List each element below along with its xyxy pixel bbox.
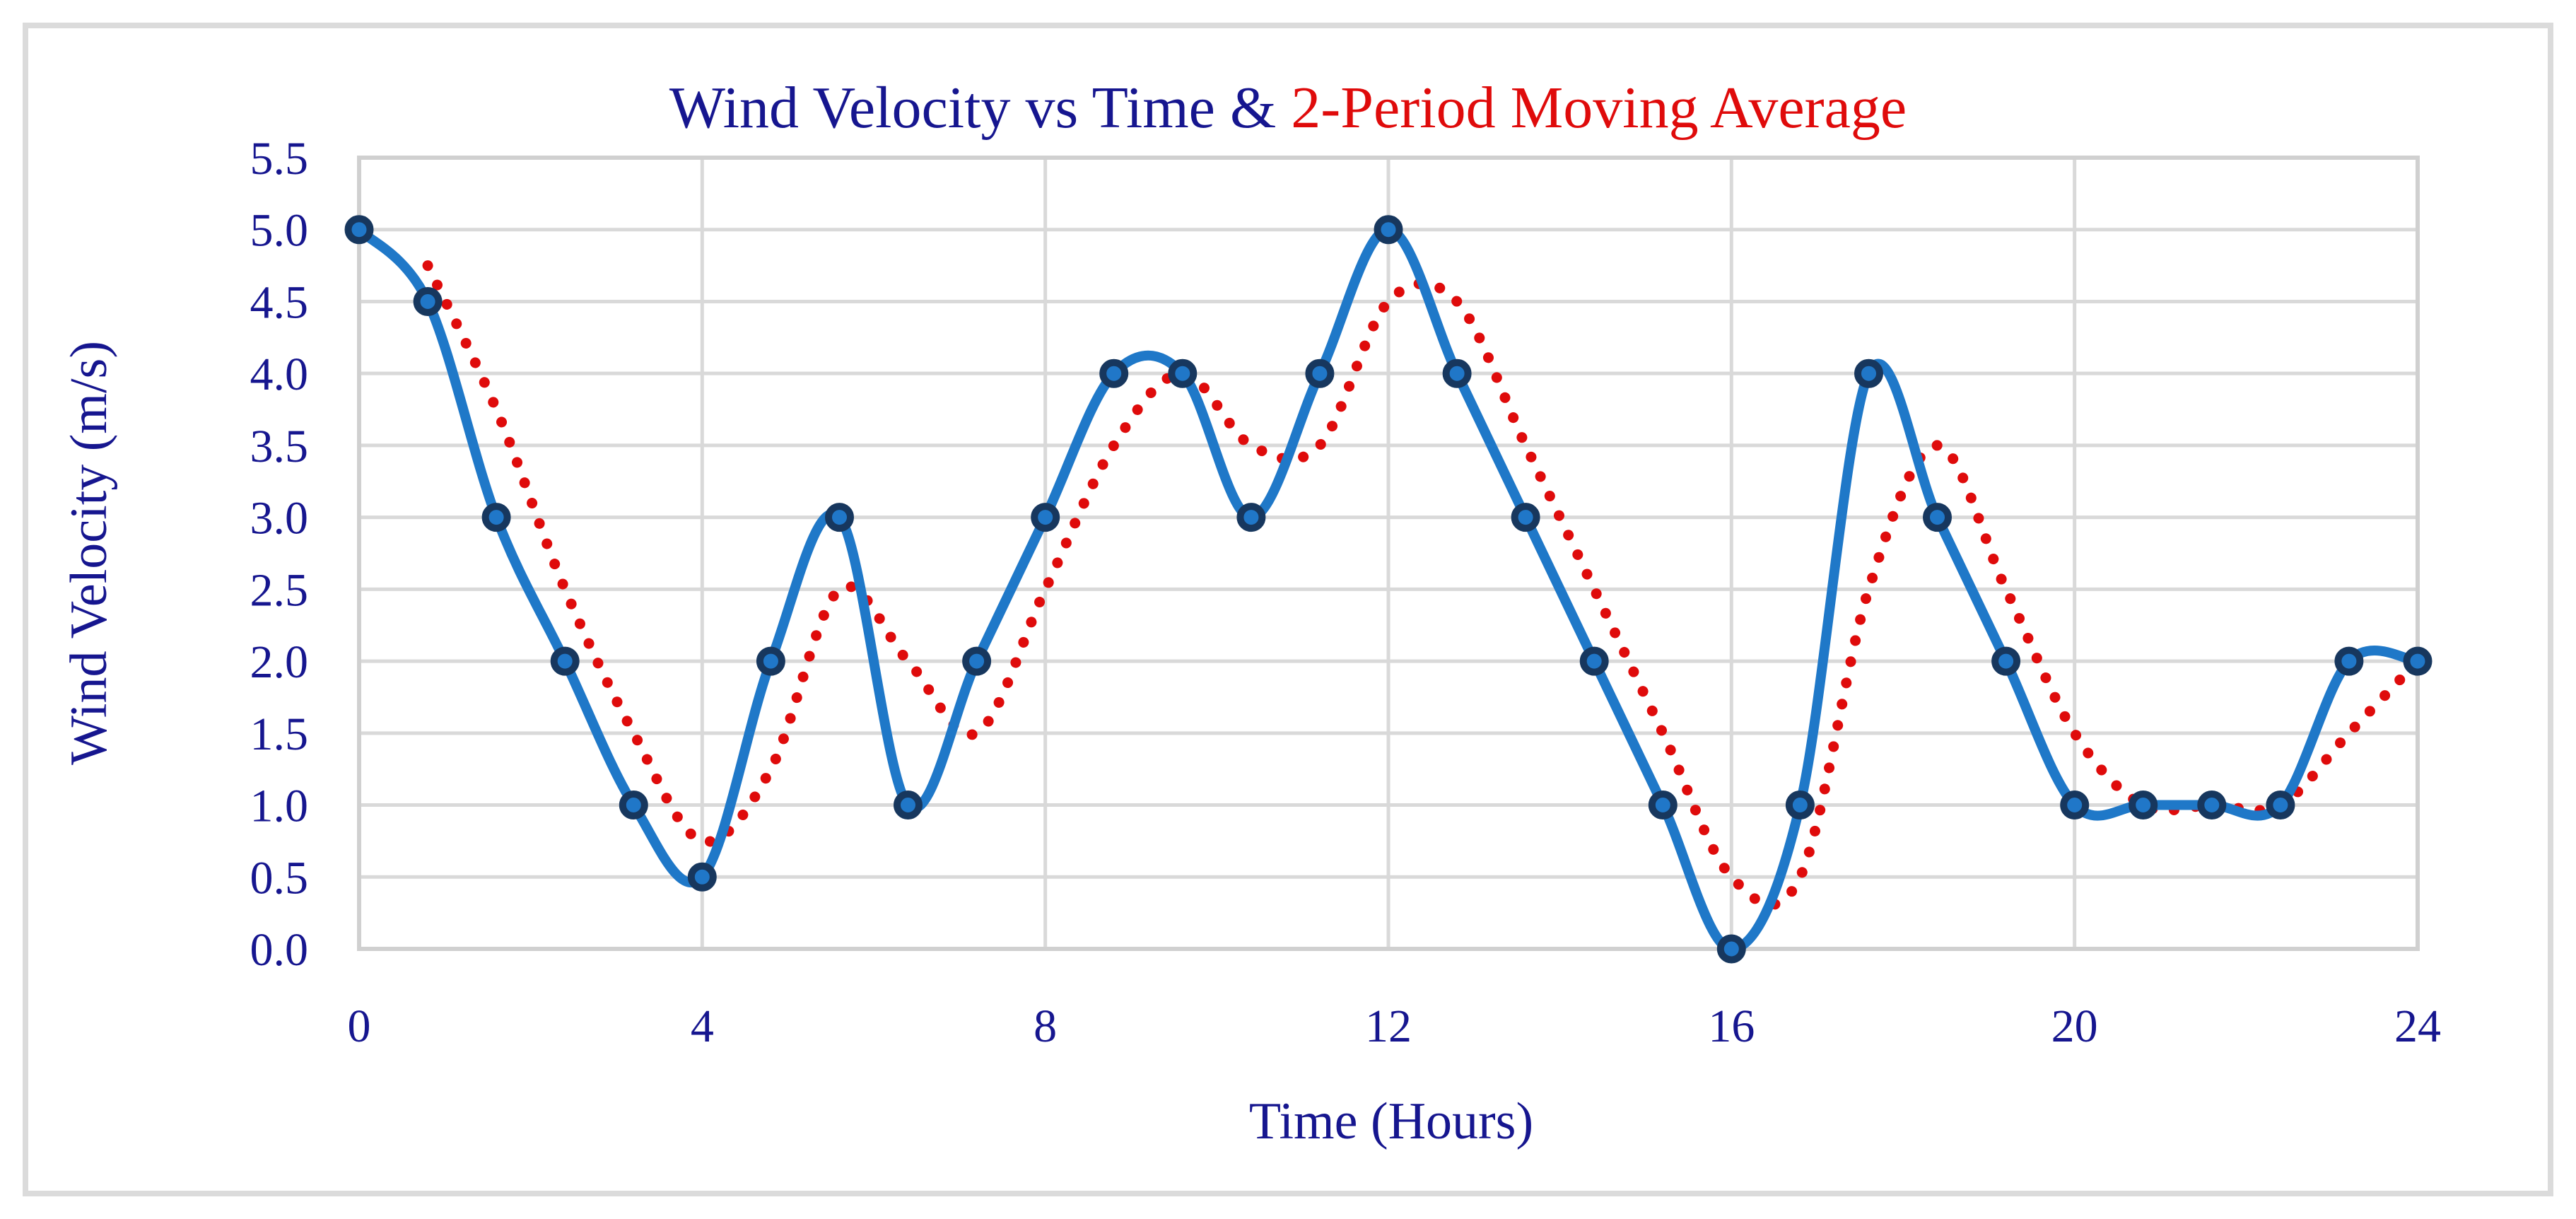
- data-point-marker: [1923, 503, 1952, 532]
- chart-title-secondary: 2-Period Moving Average: [1291, 75, 1907, 141]
- chart-title-primary: Wind Velocity vs Time &: [669, 75, 1292, 141]
- y-tick-label: 2.5: [250, 564, 309, 616]
- data-point-marker: [1854, 358, 1883, 388]
- gridlines: [357, 156, 2420, 951]
- x-tick-label: 16: [1708, 1001, 1755, 1052]
- y-tick-label: 2.0: [250, 636, 309, 688]
- data-point-marker: [2403, 646, 2432, 676]
- data-point-marker: [2266, 791, 2295, 820]
- x-tick-label: 20: [2051, 1001, 2098, 1052]
- x-tick-label: 4: [691, 1001, 714, 1052]
- data-point-marker: [413, 287, 443, 316]
- data-point-marker: [1716, 934, 1746, 964]
- data-point-marker: [962, 646, 992, 676]
- data-point-marker: [1031, 503, 1060, 532]
- data-point-marker: [1442, 358, 1472, 388]
- y-tick-label: 4.0: [250, 349, 309, 400]
- y-tick-label: 3.5: [250, 421, 309, 472]
- wind-velocity-markers: [344, 215, 2432, 964]
- y-tick-label: 5.5: [250, 133, 309, 185]
- data-point-marker: [1374, 215, 1403, 245]
- data-point-marker: [2197, 791, 2227, 820]
- moving-average-line: [422, 260, 2423, 910]
- data-point-marker: [825, 503, 854, 532]
- x-tick-label: 8: [1034, 1001, 1057, 1052]
- data-point-marker: [619, 791, 648, 820]
- y-tick-label: 1.5: [250, 708, 309, 760]
- data-point-marker: [687, 862, 717, 892]
- data-point-marker: [2129, 791, 2158, 820]
- x-axis-tick-labels: 0 4 8 12 16 20 24: [348, 1001, 2442, 1052]
- x-axis-title: Time (Hours): [1249, 1092, 1533, 1150]
- data-point-marker: [481, 503, 511, 532]
- data-point-marker: [550, 646, 580, 676]
- data-point-marker: [1648, 791, 1678, 820]
- data-point-marker: [1305, 358, 1335, 388]
- data-point-marker: [1168, 358, 1198, 388]
- y-tick-label: 4.5: [250, 276, 309, 328]
- y-tick-label: 0.5: [250, 852, 309, 904]
- x-tick-label: 24: [2394, 1001, 2441, 1052]
- data-point-marker: [1785, 791, 1815, 820]
- y-axis-title: Wind Velocity (m/s): [60, 341, 118, 765]
- data-point-marker: [344, 215, 374, 245]
- data-point-marker: [2060, 791, 2090, 820]
- data-point-marker: [1991, 646, 2021, 676]
- chart-title: Wind Velocity vs Time & 2-Period Moving …: [669, 75, 1907, 141]
- data-point-marker: [2334, 646, 2364, 676]
- y-tick-label: 1.0: [250, 781, 309, 832]
- y-tick-label: 5.0: [250, 205, 309, 257]
- x-tick-label: 0: [348, 1001, 371, 1052]
- data-point-marker: [894, 791, 923, 820]
- data-point-marker: [1236, 503, 1266, 532]
- figure-border: [23, 23, 2553, 1196]
- data-point-marker: [1579, 646, 1609, 676]
- data-point-marker: [1099, 358, 1129, 388]
- plot-area-border: [357, 156, 2420, 951]
- data-point-marker: [1511, 503, 1540, 532]
- y-axis-tick-labels: 0.0 0.5 1.0 1.5 2.0 2.5 3.0 3.5 4.0 4.5 5.0 5.5: [250, 133, 309, 976]
- data-point-marker: [756, 646, 785, 676]
- y-tick-label: 0.0: [250, 924, 309, 976]
- y-tick-label: 3.0: [250, 493, 309, 544]
- x-tick-label: 12: [1365, 1001, 1412, 1052]
